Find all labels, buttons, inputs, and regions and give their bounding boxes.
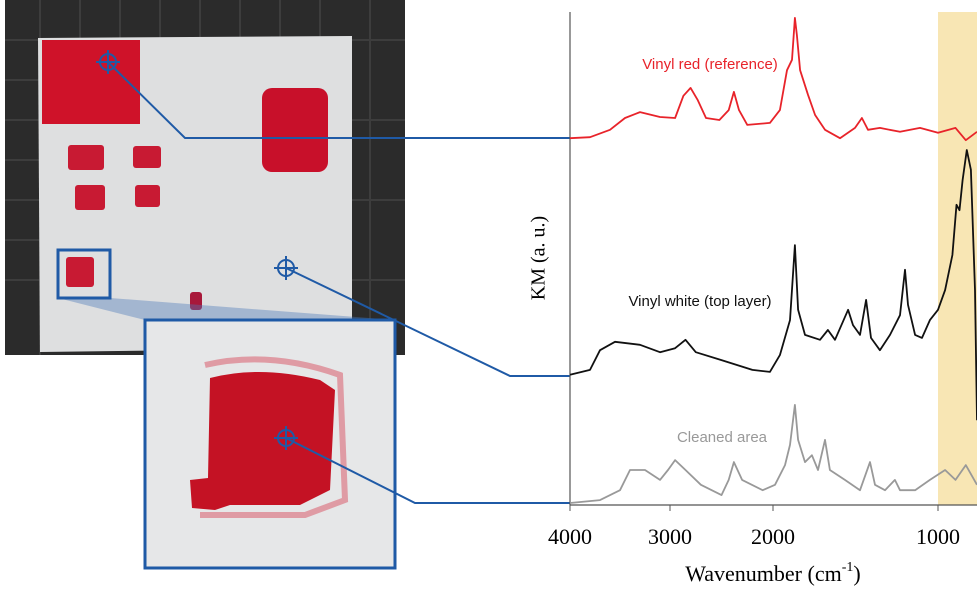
spectrum-line [570,150,977,420]
spectrum-line [570,405,977,503]
plot-area: 4000 3000 2000 1000 Vinyl red (reference) Vin… [548,12,977,549]
series-label: Cleaned area [677,429,768,446]
sample-photo [5,0,570,568]
x-tick-label: 3000 [648,524,692,549]
x-tick-label: 1000 [916,524,960,549]
y-axis-label: KM (a. u.) [528,216,550,300]
x-tick-label: 4000 [548,524,592,549]
page: {"chart_data": {"type": "line", "y_label… [0,0,977,588]
spectrum-line [570,18,977,140]
x-label-text: Wavenumber (cm [685,561,841,586]
x-label-sup: -1 [842,560,854,575]
figure: 4000 3000 2000 1000 Vinyl red (reference) Vin… [0,0,977,588]
x-label-end: ) [853,561,860,586]
series-label: Vinyl red (reference) [642,56,778,73]
x-tick-label: 2000 [751,524,795,549]
x-axis-label: Wavenumber (cm-1) [685,560,860,586]
highlight-band [938,12,977,505]
series-label: Vinyl white (top layer) [628,293,771,310]
